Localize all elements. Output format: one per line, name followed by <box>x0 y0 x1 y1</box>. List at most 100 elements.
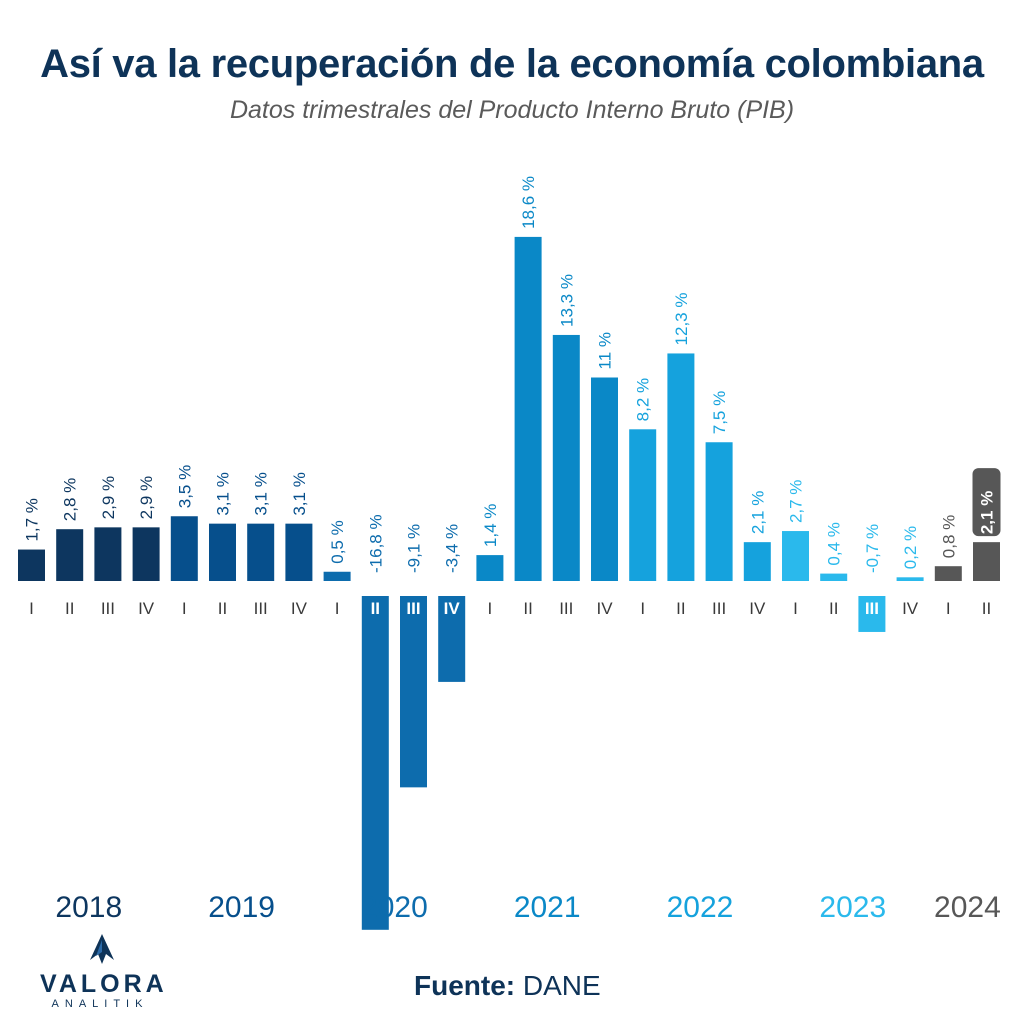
source-note: Fuente: DANE <box>414 970 601 1002</box>
quarter-label-bg <box>400 596 427 619</box>
quarter-tick-label: IV <box>596 599 613 618</box>
quarter-label-bg <box>858 596 886 619</box>
bar <box>514 236 542 581</box>
value-label: 3,1 % <box>252 472 271 515</box>
bar <box>285 523 313 581</box>
quarter-tick-label: II <box>218 599 227 618</box>
bar <box>94 527 122 581</box>
year-label: 2020 <box>361 891 428 924</box>
value-label: 2,1 % <box>978 491 997 534</box>
value-label: 0,2 % <box>901 526 920 569</box>
quarter-tick-label: III <box>101 599 115 618</box>
value-label: 2,9 % <box>99 476 118 519</box>
value-label: -9,1 % <box>405 524 424 573</box>
bar <box>896 577 924 581</box>
value-label: 8,2 % <box>634 378 653 421</box>
year-label: 2022 <box>667 891 734 924</box>
quarter-tick-label: IV <box>902 599 919 618</box>
value-label: 1,7 % <box>23 498 42 541</box>
quarter-tick-label: II <box>371 599 380 618</box>
value-label: 3,5 % <box>175 465 194 508</box>
bar <box>820 573 848 581</box>
bar <box>209 523 236 581</box>
value-label-highlight <box>972 468 1001 537</box>
quarter-label-bg <box>438 596 466 619</box>
value-label: 11 % <box>596 332 615 370</box>
bar <box>170 516 198 581</box>
bar <box>132 527 160 581</box>
quarter-tick-label: I <box>640 599 645 618</box>
quarter-tick-label: III <box>406 599 420 618</box>
quarter-tick-label: III <box>865 599 879 618</box>
chart-subtitle: Datos trimestrales del Producto Interno … <box>229 96 795 124</box>
year-label: 2019 <box>208 891 275 924</box>
value-label: 13,3 % <box>557 274 576 327</box>
quarter-tick-label: I <box>182 599 187 618</box>
quarter-tick-label: III <box>254 599 268 618</box>
quarter-tick-label: II <box>829 599 838 618</box>
quarter-tick-label: II <box>676 599 685 618</box>
source-value: DANE <box>522 970 601 1001</box>
value-label: 2,1 % <box>748 491 767 534</box>
quarter-tick-label: II <box>982 599 991 618</box>
chart-title: Así va la recuperación de la economía co… <box>40 42 984 86</box>
bar <box>591 377 618 581</box>
bar <box>629 429 657 581</box>
value-label: 0,5 % <box>328 520 347 563</box>
bar <box>56 529 84 581</box>
bar <box>323 571 351 581</box>
bar <box>247 523 275 581</box>
value-label: -16,8 % <box>366 514 385 573</box>
value-label: 3,1 % <box>290 472 309 515</box>
quarter-tick-label: II <box>65 599 74 618</box>
valora-logo-mark-icon <box>90 934 114 964</box>
value-label: 2,9 % <box>137 476 156 519</box>
value-label: -0,7 % <box>863 524 882 573</box>
bar <box>476 555 504 581</box>
value-label: 12,3 % <box>672 293 691 346</box>
quarter-label-bg <box>361 596 389 619</box>
quarter-tick-label: III <box>712 599 726 618</box>
value-label: 0,8 % <box>939 515 958 558</box>
logo-tagline: ANALITIK <box>51 998 149 1010</box>
value-label: 3,1 % <box>214 472 233 515</box>
value-label: 0,4 % <box>825 522 844 565</box>
value-label: 1,4 % <box>481 504 500 547</box>
value-label: -3,4 % <box>443 524 462 573</box>
bar <box>705 442 733 581</box>
year-label: 2021 <box>514 891 581 924</box>
quarter-tick-label: I <box>946 599 951 618</box>
quarter-tick-label: IV <box>138 599 155 618</box>
quarter-tick-label: IV <box>749 599 766 618</box>
quarter-tick-label: III <box>559 599 573 618</box>
value-label: 2,8 % <box>61 478 80 521</box>
year-label: 2018 <box>55 891 122 924</box>
bar <box>858 619 886 632</box>
bar <box>934 566 962 581</box>
source-label: Fuente: <box>414 970 516 1001</box>
bar <box>361 619 389 930</box>
quarter-tick-label: I <box>335 599 340 618</box>
bar <box>552 334 580 581</box>
quarter-tick-label: I <box>488 599 493 618</box>
year-label: 2023 <box>819 891 886 924</box>
quarter-tick-label: IV <box>291 599 308 618</box>
bar <box>743 542 771 581</box>
logo-wordmark: VALORA <box>40 970 168 998</box>
value-label: 2,7 % <box>787 480 806 523</box>
bar <box>400 619 427 788</box>
quarter-tick-label: II <box>523 599 532 618</box>
value-label: 18,6 % <box>519 176 538 229</box>
value-label: 7,5 % <box>710 391 729 434</box>
bar <box>438 619 466 682</box>
quarter-tick-label: I <box>793 599 798 618</box>
bar <box>18 549 45 581</box>
bar <box>973 542 1000 581</box>
year-label: 2024 <box>934 891 1001 924</box>
bar <box>782 531 809 581</box>
quarter-tick-label: I <box>29 599 34 618</box>
valora-logo: VALORA ANALITIK <box>40 930 168 1010</box>
quarter-tick-label: IV <box>444 599 461 618</box>
bar <box>667 353 695 581</box>
